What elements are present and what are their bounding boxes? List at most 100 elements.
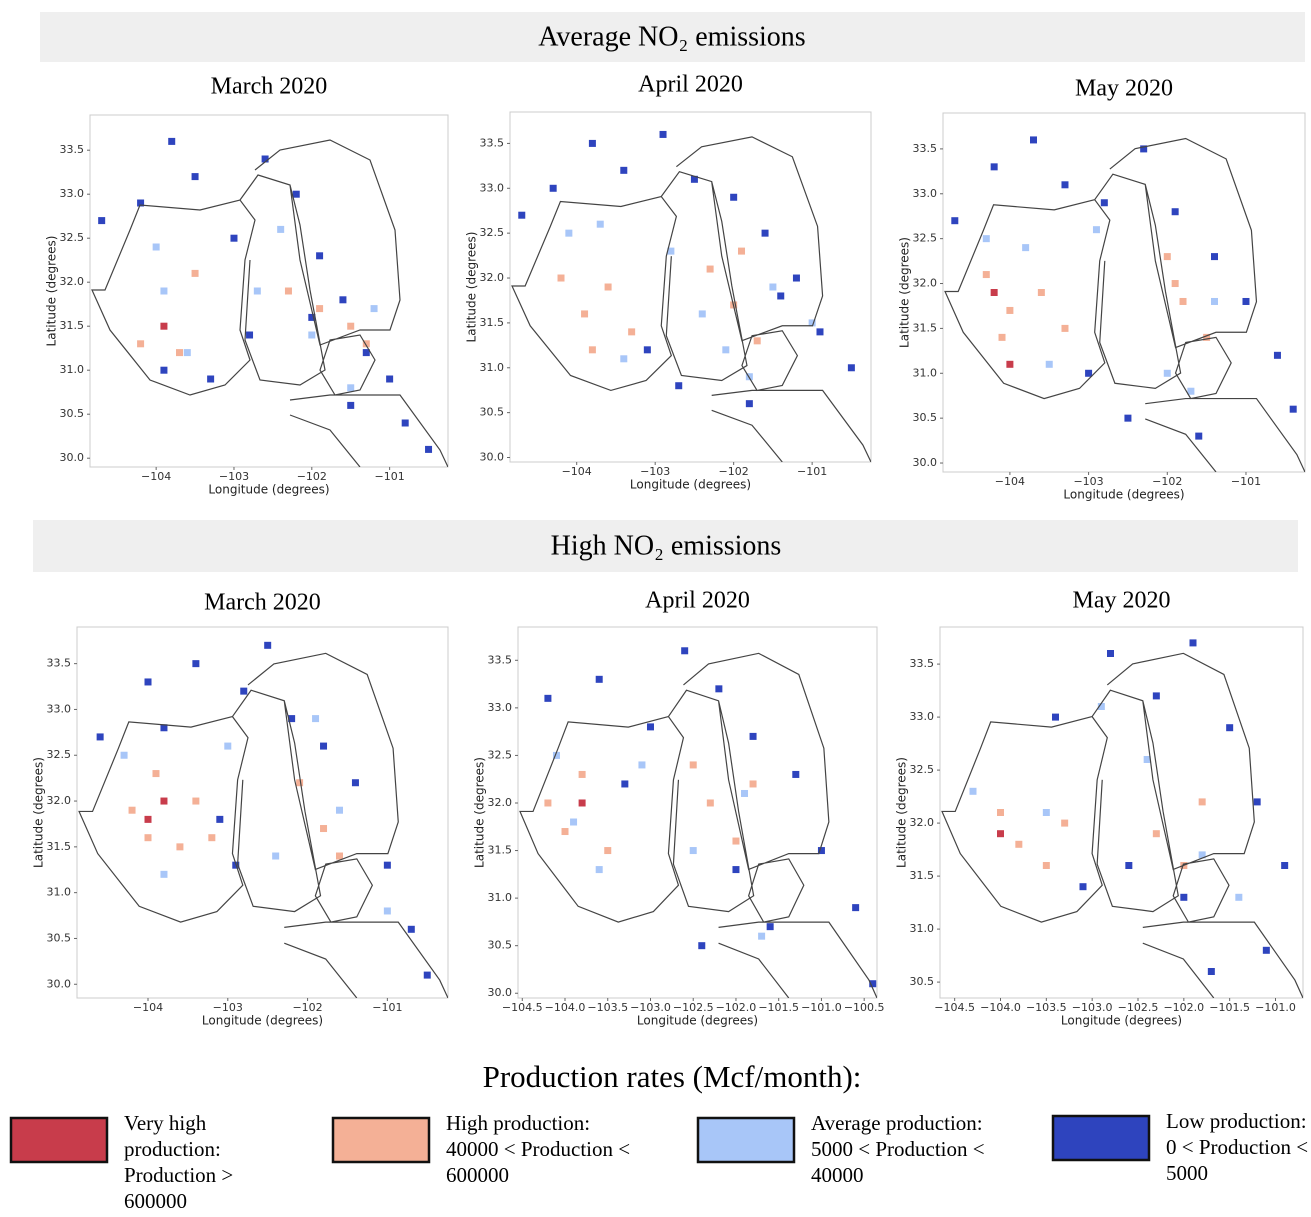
cell bbox=[544, 694, 552, 702]
legend-label: Average production: bbox=[811, 1111, 983, 1135]
y-axis-label: Latitude (degrees) bbox=[895, 757, 909, 868]
cell bbox=[224, 742, 232, 750]
cell bbox=[277, 225, 285, 233]
cell bbox=[604, 847, 612, 855]
section-title: Average NO₂ emissions bbox=[538, 21, 805, 52]
cell bbox=[1242, 297, 1250, 305]
legend-swatch bbox=[9, 1116, 109, 1164]
y-tick-label: 31.0 bbox=[47, 886, 72, 899]
cell bbox=[1163, 253, 1171, 261]
x-tick-label: −101.5 bbox=[1209, 1001, 1250, 1014]
x-tick-label: −101.5 bbox=[758, 1001, 799, 1014]
chart-title: April 2020 bbox=[638, 72, 743, 98]
cell bbox=[990, 289, 998, 296]
cell bbox=[998, 333, 1006, 341]
cell bbox=[1211, 253, 1218, 261]
cell bbox=[689, 761, 697, 769]
cell bbox=[347, 401, 355, 409]
cell bbox=[689, 847, 697, 855]
y-tick-label: 32.5 bbox=[913, 232, 938, 245]
cell bbox=[1085, 369, 1093, 377]
cell bbox=[176, 349, 183, 357]
y-tick-label: 33.5 bbox=[47, 657, 72, 670]
cell bbox=[339, 296, 347, 304]
cell bbox=[997, 830, 1004, 838]
cell bbox=[1179, 297, 1187, 305]
cell bbox=[557, 274, 565, 282]
x-tick-label: −104 bbox=[995, 475, 1025, 488]
cell bbox=[192, 797, 200, 805]
cell bbox=[1061, 819, 1069, 827]
legend-label: High production: bbox=[446, 1111, 590, 1135]
cell bbox=[715, 685, 723, 693]
data-layer bbox=[79, 641, 448, 998]
cell bbox=[659, 130, 667, 138]
cell bbox=[168, 137, 176, 145]
cell bbox=[698, 942, 706, 950]
cell bbox=[769, 283, 777, 291]
y-tick-label: 33.5 bbox=[60, 143, 85, 156]
cell bbox=[160, 870, 168, 878]
y-axis-label: Latitude (degrees) bbox=[32, 757, 46, 868]
cell bbox=[990, 163, 998, 171]
cell bbox=[690, 175, 698, 183]
cell bbox=[1100, 199, 1108, 207]
cell bbox=[1107, 650, 1114, 657]
panel: March 2020 −104 −103 −102 −101 30.0 30.5 31.0 31… bbox=[32, 590, 449, 1028]
x-axis-label: Longitude (degrees) bbox=[1061, 1014, 1182, 1028]
cell bbox=[997, 809, 1004, 816]
legend-label: 5000 < Production < bbox=[811, 1137, 985, 1161]
cell bbox=[183, 349, 191, 357]
y-tick-label: 32.5 bbox=[60, 231, 85, 244]
cell bbox=[128, 806, 136, 814]
cell bbox=[1235, 893, 1243, 901]
cell bbox=[738, 247, 746, 255]
y-tick-label: 30.0 bbox=[913, 456, 938, 469]
y-axis-label: Latitude (degrees) bbox=[473, 757, 487, 868]
section-banner bbox=[40, 12, 1305, 62]
cell bbox=[604, 283, 612, 291]
x-tick-label: −104 bbox=[133, 1001, 163, 1014]
cell bbox=[628, 328, 636, 336]
x-tick-label: −101 bbox=[1231, 475, 1261, 488]
x-tick-label: −102.0 bbox=[1163, 1001, 1204, 1014]
y-tick-label: 32.5 bbox=[480, 226, 505, 239]
cell bbox=[1198, 851, 1206, 859]
y-tick-label: 33.5 bbox=[480, 136, 505, 149]
legend-label: 5000 bbox=[1166, 1161, 1208, 1185]
y-tick-label: 30.5 bbox=[913, 411, 938, 424]
y-tick-label: 32.5 bbox=[47, 748, 72, 761]
x-tick-label: −103 bbox=[1073, 475, 1103, 488]
cell bbox=[1006, 306, 1014, 314]
cell bbox=[312, 715, 320, 723]
cell bbox=[1045, 360, 1053, 368]
x-tick-label: −103 bbox=[213, 1001, 243, 1014]
basin-outline bbox=[942, 653, 1303, 998]
cell bbox=[681, 647, 689, 655]
cell bbox=[335, 806, 343, 814]
x-axis-label: Longitude (degrees) bbox=[630, 478, 751, 492]
y-tick-label: 32.0 bbox=[60, 275, 85, 288]
y-axis-label: Latitude (degrees) bbox=[465, 232, 479, 343]
cell bbox=[852, 904, 860, 912]
cell bbox=[745, 400, 753, 408]
cell bbox=[1180, 893, 1188, 901]
legend-label: 600000 bbox=[124, 1189, 187, 1212]
y-tick-label: 32.0 bbox=[47, 794, 72, 807]
cell bbox=[383, 861, 391, 869]
legend-label: Low production: bbox=[1166, 1109, 1307, 1133]
cell bbox=[847, 364, 855, 372]
y-tick-label: 33.0 bbox=[60, 187, 85, 200]
cell bbox=[1097, 703, 1105, 710]
cell bbox=[347, 384, 355, 392]
y-tick-label: 30.5 bbox=[60, 407, 85, 420]
x-tick-label: −101 bbox=[797, 465, 827, 478]
x-tick-label: −101.0 bbox=[801, 1001, 842, 1014]
x-axis-label: Longitude (degrees) bbox=[202, 1014, 323, 1028]
y-tick-label: 31.5 bbox=[60, 319, 85, 332]
y-tick-label: 32.0 bbox=[910, 816, 935, 829]
data-layer bbox=[512, 130, 871, 462]
panel: May 2020 −104 −103 −102 −101 30.0 30.5 31.0 31.5… bbox=[898, 76, 1306, 502]
cell bbox=[208, 834, 216, 842]
cell bbox=[1253, 798, 1261, 806]
